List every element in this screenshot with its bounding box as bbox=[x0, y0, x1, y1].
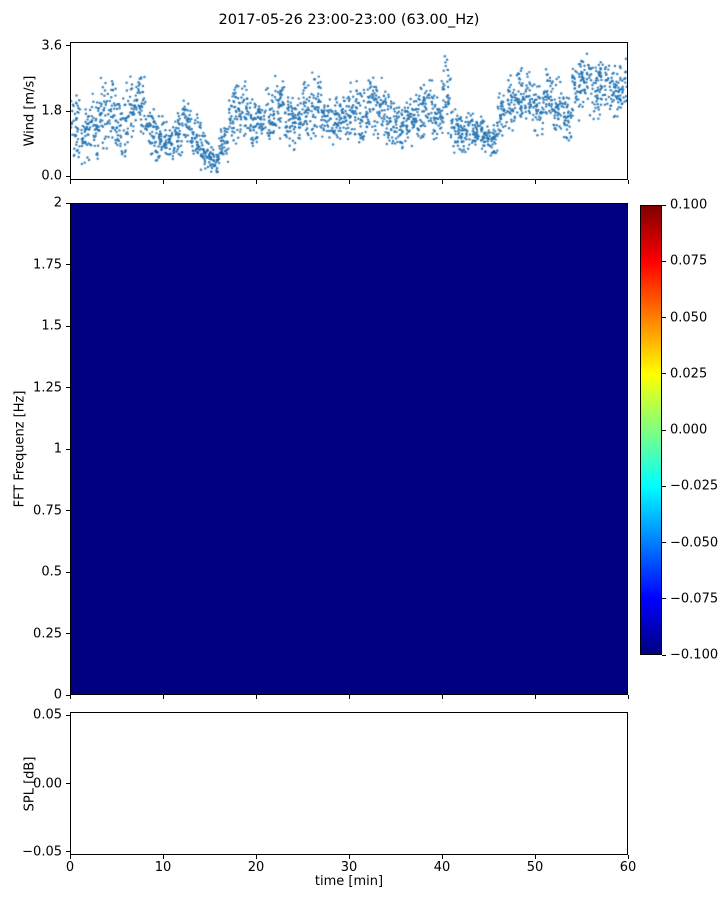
spl-x-tick bbox=[534, 855, 536, 859]
colorbar-tick-label: 0.075 bbox=[670, 253, 708, 269]
colorbar-tick-label: −0.050 bbox=[670, 535, 719, 550]
spl-y-tick bbox=[66, 783, 70, 784]
wind-x-tick bbox=[255, 180, 257, 184]
fft-y-tick bbox=[66, 694, 70, 696]
fft-y-tick-label: 1.75 bbox=[33, 257, 62, 272]
fft-y-tick-label: 1.25 bbox=[33, 380, 62, 395]
fft-x-tick bbox=[348, 695, 350, 699]
fft-y-tick-label: 2 bbox=[53, 195, 62, 211]
fft-y-tick-label: 0.25 bbox=[33, 626, 62, 641]
colorbar-tick bbox=[662, 317, 666, 318]
fft-y-tick bbox=[66, 387, 70, 388]
fft-x-tick bbox=[627, 695, 629, 699]
spl-x-tick-label: 30 bbox=[340, 860, 358, 875]
colorbar-tick bbox=[662, 260, 666, 262]
spl-x-tick bbox=[441, 855, 443, 859]
wind-x-tick bbox=[534, 180, 536, 184]
figure-title: 2017-05-26 23:00-23:00 (63.00_Hz) bbox=[218, 12, 480, 28]
wind-y-tick bbox=[66, 175, 70, 177]
colorbar-tick-label: −0.075 bbox=[670, 591, 719, 607]
fft-y-tick bbox=[66, 510, 70, 511]
wind-x-tick bbox=[162, 180, 164, 184]
fft-y-tick bbox=[66, 264, 70, 265]
fft-y-tick bbox=[66, 325, 70, 327]
colorbar-tick-label: 0.050 bbox=[670, 310, 708, 325]
colorbar-tick bbox=[662, 429, 666, 431]
x-axis-label: time [min] bbox=[314, 874, 384, 889]
spl-axes bbox=[70, 712, 628, 855]
wind-y-tick-label: 0.0 bbox=[41, 168, 62, 184]
fft-y-tick bbox=[66, 448, 70, 450]
wind-x-tick bbox=[627, 180, 629, 184]
spl-x-tick bbox=[255, 855, 257, 859]
spl-x-tick-label: 50 bbox=[526, 860, 544, 875]
fft-x-tick bbox=[534, 695, 536, 699]
wind-y-tick-label: 3.6 bbox=[41, 38, 62, 54]
colorbar-tick-label: 0.000 bbox=[670, 422, 708, 438]
spl-y-tick-label: −0.05 bbox=[22, 844, 62, 860]
colorbar-tick-label: −0.100 bbox=[670, 647, 719, 663]
colorbar bbox=[640, 205, 662, 655]
spl-y-tick-label: 0.00 bbox=[33, 776, 62, 791]
fft-x-tick bbox=[255, 695, 257, 699]
fft-x-tick bbox=[441, 695, 443, 699]
spl-y-tick bbox=[66, 714, 70, 716]
fft-y-tick bbox=[66, 633, 70, 634]
wind-scatter-axes bbox=[70, 42, 628, 180]
fft-y-tick-label: 0.5 bbox=[41, 564, 62, 580]
wind-x-tick bbox=[348, 180, 350, 184]
spl-x-tick bbox=[162, 855, 164, 859]
fft-heatmap-axes bbox=[70, 203, 628, 695]
fft-y-tick-label: 1 bbox=[53, 441, 62, 457]
colorbar-tick-label: 0.025 bbox=[670, 366, 708, 382]
wind-x-tick bbox=[69, 180, 71, 184]
fft-y-tick bbox=[66, 571, 70, 573]
fft-y-tick-label: 0 bbox=[53, 687, 62, 703]
spl-x-tick-label: 10 bbox=[154, 860, 172, 875]
colorbar-tick bbox=[662, 204, 666, 206]
colorbar-tick bbox=[662, 654, 666, 656]
spl-x-tick bbox=[627, 855, 629, 859]
colorbar-tick bbox=[662, 485, 666, 487]
fft-y-tick-label: 0.75 bbox=[33, 503, 62, 518]
spl-y-tick bbox=[66, 851, 70, 853]
wind-x-tick bbox=[441, 180, 443, 184]
colorbar-tick bbox=[662, 373, 666, 375]
wind-y-tick bbox=[66, 110, 70, 112]
wind-y-tick-label: 1.8 bbox=[41, 103, 62, 119]
spl-x-tick bbox=[348, 855, 350, 859]
colorbar-tick bbox=[662, 542, 666, 543]
spl-y-tick-label: 0.05 bbox=[33, 707, 62, 723]
spl-x-tick-label: 20 bbox=[247, 860, 265, 875]
spl-x-tick bbox=[69, 855, 71, 859]
spl-x-tick-label: 0 bbox=[65, 860, 75, 875]
fft-x-tick bbox=[162, 695, 164, 699]
spl-x-tick-label: 60 bbox=[619, 860, 637, 875]
fft-y-tick-label: 1.5 bbox=[41, 318, 62, 334]
colorbar-tick bbox=[662, 598, 666, 600]
colorbar-tick-label: 0.100 bbox=[670, 197, 708, 213]
fft-y-tick bbox=[66, 202, 70, 204]
colorbar-tick-label: −0.025 bbox=[670, 478, 719, 494]
fft-x-tick bbox=[69, 695, 71, 699]
wind-y-tick bbox=[66, 45, 70, 47]
wind-scatter-canvas bbox=[71, 43, 627, 179]
spl-x-tick-label: 40 bbox=[433, 860, 451, 875]
